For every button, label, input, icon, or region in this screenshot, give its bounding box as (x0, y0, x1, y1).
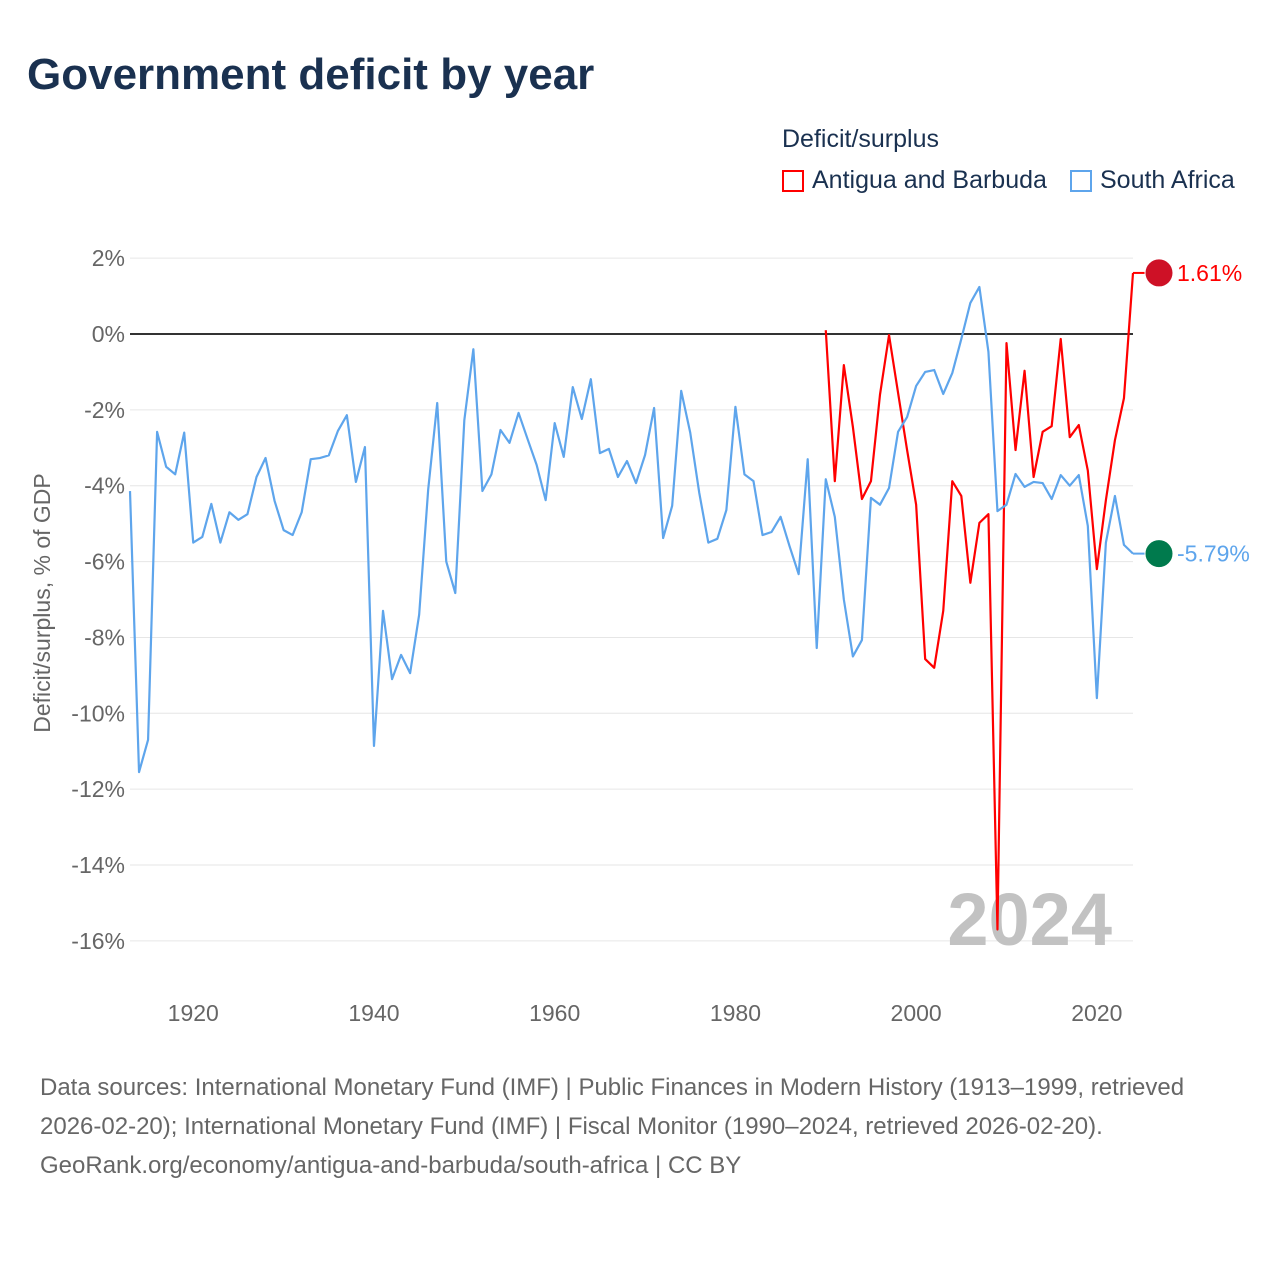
legend-label: South Africa (1100, 166, 1235, 194)
footer: Data sources: International Monetary Fun… (40, 1068, 1240, 1185)
y-tick-label: -6% (84, 549, 125, 575)
y-tick-label: 0% (92, 321, 125, 347)
end-value-label: -5.79% (1177, 541, 1250, 567)
x-tick-label: 1920 (168, 1000, 219, 1026)
data-sources: Data sources: International Monetary Fun… (40, 1074, 1185, 1140)
chart-title: Government deficit by year (27, 50, 595, 99)
x-tick-label: 2000 (891, 1000, 942, 1026)
y-tick-label: -14% (71, 852, 125, 878)
series-line-antigua (824, 272, 1135, 931)
legend-label: Antigua and Barbuda (812, 166, 1047, 194)
x-tick-label: 1980 (710, 1000, 761, 1026)
series-line-south-africa (128, 285, 1134, 774)
y-tick-label: -2% (84, 397, 125, 423)
y-tick-label: -8% (84, 624, 125, 650)
y-tick-label: -10% (71, 700, 125, 726)
flag-icon (1144, 258, 1174, 288)
flag-icon (1144, 539, 1174, 569)
legend-item-antigua[interactable]: Antigua and Barbuda (782, 166, 1047, 195)
credit-link[interactable]: GeoRank.org/economy/antigua-and-barbuda/… (40, 1152, 742, 1179)
y-tick-label: -16% (71, 928, 125, 954)
end-value-label: 1.61% (1177, 260, 1242, 286)
x-tick-label: 1940 (348, 1000, 399, 1026)
y-tick-label: -4% (84, 473, 125, 499)
legend-title: Deficit/surplus (782, 125, 939, 153)
year-watermark: 2024 (947, 878, 1112, 961)
y-axis-label: Deficit/surplus, % of GDP (29, 473, 55, 732)
line-chart: 2% 0% -2% -4% -6% -8% -10% -12% -14% -16% 1920 1940… (29, 245, 1250, 1026)
legend-swatch (782, 169, 804, 192)
x-tick-label: 2020 (1071, 1000, 1122, 1026)
y-tick-label: -12% (71, 776, 125, 802)
y-tick-label: 2% (92, 245, 125, 271)
x-tick-label: 1960 (529, 1000, 580, 1026)
legend-swatch (1070, 169, 1092, 192)
legend-item-south-africa[interactable]: South Africa (1070, 166, 1235, 195)
